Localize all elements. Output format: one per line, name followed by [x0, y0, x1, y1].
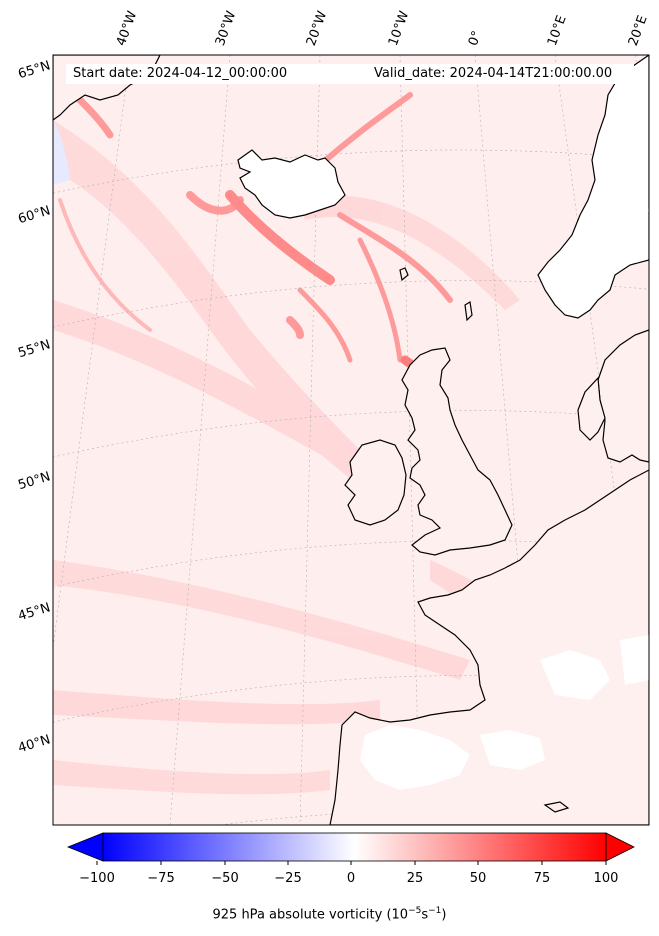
- norway-coast: [537, 55, 649, 319]
- colorbar-tick-label: −100: [79, 871, 115, 886]
- colorbar-label-unit: s: [421, 907, 429, 923]
- colorbar-label-main: 925 hPa absolute vorticity (10: [212, 907, 409, 923]
- colorbar-min-extension: [66, 832, 104, 862]
- colorbar-tick-label: 75: [533, 871, 551, 886]
- start-date-label: Start date: 2024-04-12_00:00:00: [73, 66, 288, 81]
- colorbar-frame: [102, 832, 607, 862]
- colorbar-tick-label: 25: [406, 871, 424, 886]
- colorbar: [66, 832, 635, 865]
- colorbar-ticks: [96, 861, 607, 865]
- colorbar-label-exponent: −5: [408, 906, 422, 916]
- colorbar-label-exponent: −1: [428, 906, 442, 916]
- negative-vorticity-area: [53, 120, 70, 185]
- colorbar-tick-label: 100: [593, 871, 619, 886]
- denmark-coast: [577, 376, 606, 441]
- colorbar-label-end: ): [441, 907, 447, 923]
- great-britain-coast: [401, 347, 513, 556]
- map-area: [53, 55, 649, 825]
- colorbar-max-extension: [605, 832, 635, 862]
- header-background: [66, 64, 634, 84]
- colorbar-tick-label: −75: [147, 871, 175, 886]
- colorbar-tick-label: 0: [346, 871, 356, 886]
- map-frame: [52, 54, 650, 826]
- ireland-coast: [344, 439, 407, 526]
- colorbar-gradient: [103, 833, 606, 861]
- colorbar-tick-label: 50: [469, 871, 487, 886]
- valid-date-label: Valid_date: 2024-04-14T21:00:00.00: [374, 66, 613, 81]
- colorbar-tick-label: −25: [274, 871, 302, 886]
- colorbar-tick-label: −50: [211, 871, 239, 886]
- sweden-denmark-coast: [597, 329, 649, 463]
- near-zero-patches: [265, 172, 649, 790]
- colorbar-label: 925 hPa absolute vorticity (10−5s−1): [0, 906, 659, 922]
